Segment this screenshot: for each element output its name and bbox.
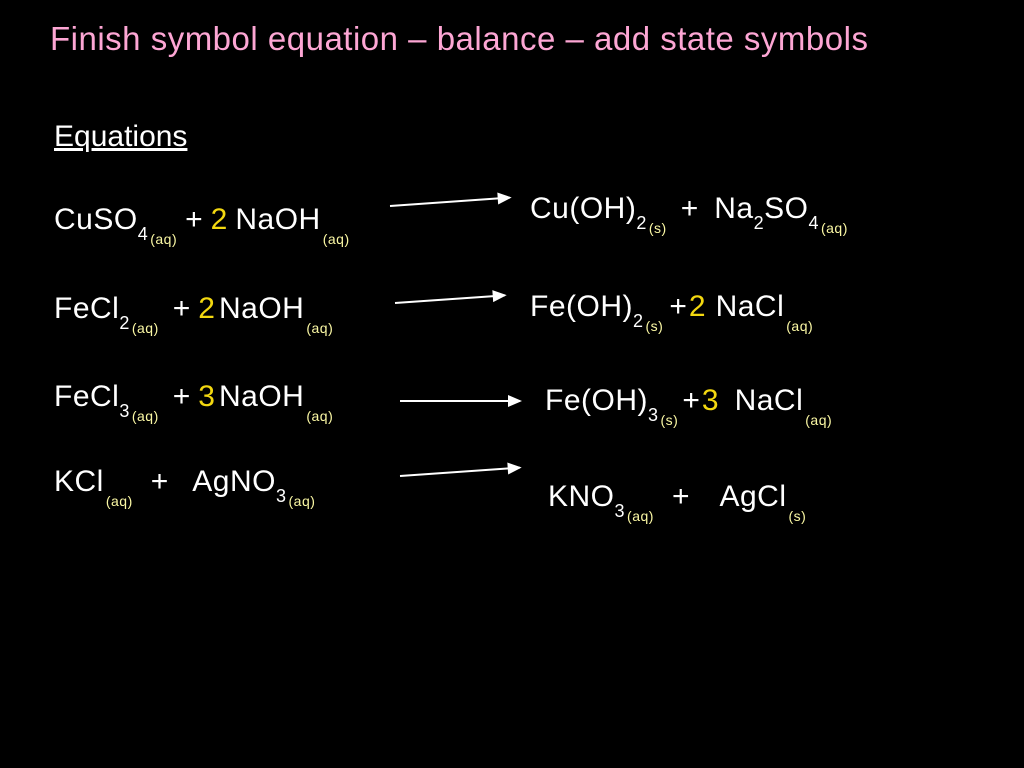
equation-side: Fe(OH)2(s)+2 NaCl(aq) [530, 290, 813, 328]
subscript: 2 [119, 313, 130, 333]
reaction-arrow [395, 294, 505, 304]
plus-sign: + [681, 192, 699, 226]
state-symbol: (s) [649, 220, 667, 236]
state-symbol: (aq) [627, 508, 654, 524]
subscript: 2 [636, 213, 647, 233]
subscript: 3 [615, 501, 626, 521]
subscript: 2 [754, 213, 765, 233]
state-symbol: (aq) [805, 412, 832, 428]
formula: AgCl(s) [719, 480, 806, 516]
formula: SO4(aq) [764, 192, 848, 230]
state-symbol: (s) [661, 412, 679, 428]
plus-sign: + [173, 292, 191, 326]
formula: AgNO3(aq) [192, 465, 315, 503]
state-symbol: (aq) [821, 220, 848, 236]
plus-sign: + [173, 380, 191, 414]
state-symbol: (aq) [323, 231, 350, 247]
formula: KCl(aq) [54, 465, 133, 501]
plus-sign: + [682, 384, 700, 418]
equation-side: Fe(OH)3(s)+3 NaCl(aq) [545, 384, 832, 422]
plus-sign: + [669, 290, 687, 324]
formula: Fe(OH)3(s) [545, 384, 678, 422]
equation-side: KNO3(aq) + AgCl(s) [548, 480, 806, 518]
plus-sign: + [185, 203, 203, 237]
formula: KNO3(aq) [548, 480, 654, 518]
reaction-arrow [390, 197, 510, 207]
coefficient: 2 [211, 203, 228, 237]
subscript: 3 [119, 401, 130, 421]
coefficient: 3 [702, 384, 719, 418]
formula: FeCl3(aq) [54, 380, 159, 418]
slide-title: Finish symbol equation – balance – add s… [50, 20, 868, 58]
state-symbol: (aq) [132, 320, 159, 336]
reaction-arrow [400, 467, 520, 477]
equation-side: FeCl3(aq)+3NaOH(aq) [54, 380, 333, 418]
coefficient: 2 [198, 292, 215, 326]
state-symbol: (s) [646, 318, 664, 334]
formula: FeCl2(aq) [54, 292, 159, 330]
state-symbol: (aq) [289, 493, 316, 509]
plus-sign: + [672, 480, 690, 514]
state-symbol: (aq) [306, 320, 333, 336]
state-symbol: (aq) [786, 318, 813, 334]
formula: NaOH(aq) [219, 380, 333, 416]
subscript: 3 [276, 486, 287, 506]
state-symbol: (s) [789, 508, 807, 524]
formula: Fe(OH)2(s) [530, 290, 663, 328]
state-symbol: (aq) [306, 408, 333, 424]
reaction-arrow [400, 400, 520, 402]
formula: NaCl(aq) [735, 384, 833, 420]
subscript: 3 [648, 405, 659, 425]
coefficient: 2 [689, 290, 706, 324]
coefficient: 3 [198, 380, 215, 414]
state-symbol: (aq) [132, 408, 159, 424]
formula: NaCl(aq) [716, 290, 814, 326]
subscript: 4 [808, 213, 819, 233]
equation-side: KCl(aq) + AgNO3(aq) [54, 465, 315, 503]
subscript: 2 [633, 311, 644, 331]
state-symbol: (aq) [106, 493, 133, 509]
equations-heading: Equations [54, 120, 187, 154]
plus-sign: + [151, 465, 169, 499]
formula: NaOH(aq) [219, 292, 333, 328]
formula: Na2 [714, 192, 764, 230]
equation-side: Cu(OH)2(s) + Na2SO4(aq) [530, 192, 848, 230]
formula: CuSO4(aq) [54, 203, 177, 241]
state-symbol: (aq) [150, 231, 177, 247]
formula: NaOH(aq) [235, 203, 349, 239]
formula: Cu(OH)2(s) [530, 192, 667, 230]
subscript: 4 [138, 224, 149, 244]
equation-side: CuSO4(aq)+2NaOH(aq) [54, 203, 350, 241]
equation-side: FeCl2(aq)+2NaOH(aq) [54, 292, 333, 330]
